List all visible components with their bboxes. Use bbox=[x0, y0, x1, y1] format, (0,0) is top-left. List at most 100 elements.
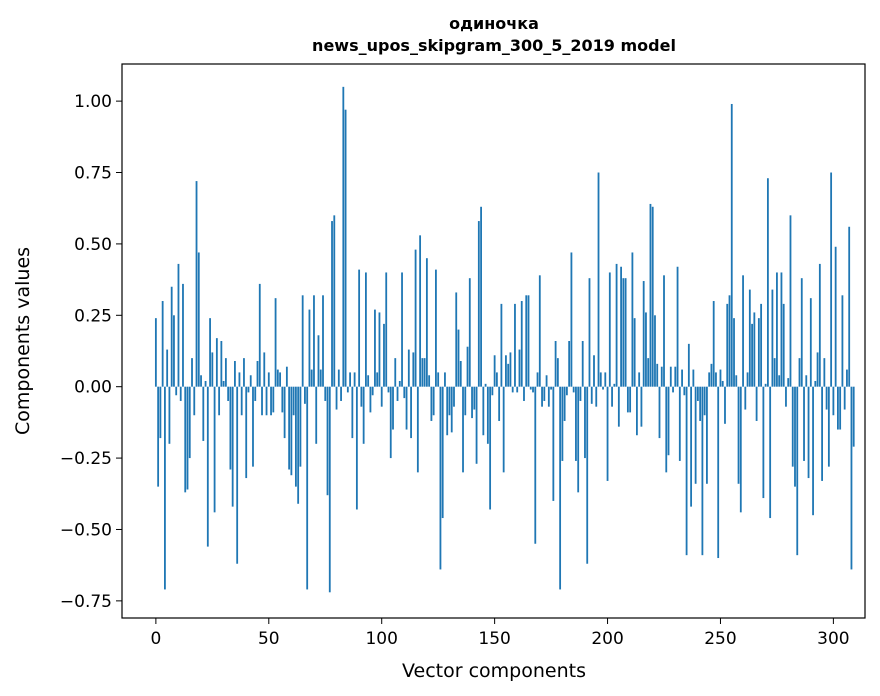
bar bbox=[444, 372, 446, 387]
bar bbox=[737, 386, 740, 484]
bar bbox=[719, 369, 722, 387]
bar bbox=[491, 386, 494, 396]
bar bbox=[755, 386, 758, 421]
bar bbox=[177, 263, 180, 387]
bar bbox=[466, 346, 469, 387]
bar bbox=[821, 386, 823, 481]
bar bbox=[477, 221, 480, 387]
bar bbox=[672, 386, 674, 393]
bar bbox=[168, 386, 171, 444]
bar bbox=[430, 386, 433, 421]
bar bbox=[170, 286, 173, 387]
bar bbox=[753, 312, 756, 387]
bar bbox=[830, 172, 833, 387]
bar bbox=[579, 386, 582, 401]
bar bbox=[238, 372, 241, 387]
bar bbox=[457, 329, 460, 387]
bar bbox=[389, 386, 392, 459]
bar bbox=[818, 263, 821, 387]
bar bbox=[536, 372, 539, 387]
bar bbox=[593, 355, 595, 387]
bar bbox=[803, 386, 805, 461]
bar bbox=[247, 386, 250, 393]
bar bbox=[211, 352, 214, 387]
bar bbox=[841, 295, 844, 387]
bar bbox=[590, 386, 593, 404]
bar bbox=[554, 341, 557, 387]
bar bbox=[685, 386, 688, 556]
bar bbox=[292, 386, 295, 416]
bar bbox=[658, 386, 661, 439]
bar bbox=[319, 369, 322, 387]
bar bbox=[365, 272, 367, 387]
bar bbox=[421, 358, 424, 387]
bar bbox=[832, 386, 835, 416]
bar bbox=[525, 295, 528, 387]
bar bbox=[337, 369, 340, 387]
bar bbox=[575, 386, 577, 461]
bar bbox=[495, 372, 498, 387]
bar bbox=[640, 386, 643, 427]
bar bbox=[518, 349, 521, 387]
bar bbox=[236, 386, 239, 564]
bar bbox=[462, 386, 464, 473]
bar bbox=[263, 352, 266, 387]
bar bbox=[254, 386, 257, 401]
bar bbox=[568, 341, 571, 387]
bar bbox=[290, 386, 293, 476]
bar bbox=[437, 372, 440, 387]
bar bbox=[782, 303, 785, 387]
bar bbox=[550, 386, 552, 390]
bar bbox=[631, 252, 634, 387]
bar bbox=[299, 386, 302, 467]
bar bbox=[252, 386, 254, 467]
bar bbox=[805, 375, 808, 387]
bar bbox=[159, 386, 162, 439]
bar bbox=[742, 275, 744, 387]
y-axis-label: Components values bbox=[12, 247, 34, 435]
bar bbox=[394, 358, 397, 387]
bar bbox=[606, 386, 609, 481]
bar bbox=[310, 369, 313, 387]
bar bbox=[489, 386, 492, 510]
bar bbox=[624, 278, 627, 387]
bar bbox=[791, 386, 794, 467]
bar bbox=[507, 363, 510, 387]
bar bbox=[380, 386, 383, 407]
bar bbox=[231, 386, 234, 507]
bar bbox=[663, 275, 665, 387]
bar bbox=[660, 366, 663, 387]
bar bbox=[529, 386, 532, 390]
bar bbox=[701, 386, 704, 556]
bar bbox=[710, 363, 713, 387]
bar bbox=[279, 372, 281, 387]
chart-subtitle: news_upos_skipgram_300_5_2019 model bbox=[312, 36, 676, 55]
bar bbox=[403, 386, 406, 399]
bar bbox=[762, 386, 765, 499]
bar bbox=[209, 318, 211, 387]
bar bbox=[715, 372, 717, 387]
bar bbox=[760, 303, 763, 387]
bar bbox=[588, 278, 591, 387]
bar bbox=[581, 341, 584, 387]
bar bbox=[520, 301, 523, 387]
bar bbox=[213, 386, 216, 513]
bar bbox=[730, 103, 733, 387]
bar bbox=[638, 372, 641, 387]
bar bbox=[852, 386, 855, 447]
bar bbox=[367, 375, 370, 387]
bar bbox=[288, 386, 291, 470]
bar bbox=[613, 383, 616, 387]
bar bbox=[502, 386, 505, 473]
bar bbox=[561, 386, 564, 461]
bar bbox=[690, 386, 693, 507]
bar bbox=[272, 386, 275, 413]
bar bbox=[721, 380, 724, 387]
bar bbox=[195, 181, 198, 387]
bar bbox=[617, 386, 620, 427]
bar bbox=[435, 269, 437, 387]
bar bbox=[570, 252, 573, 387]
bar bbox=[746, 372, 749, 387]
bar bbox=[270, 386, 272, 416]
bar bbox=[778, 375, 781, 387]
